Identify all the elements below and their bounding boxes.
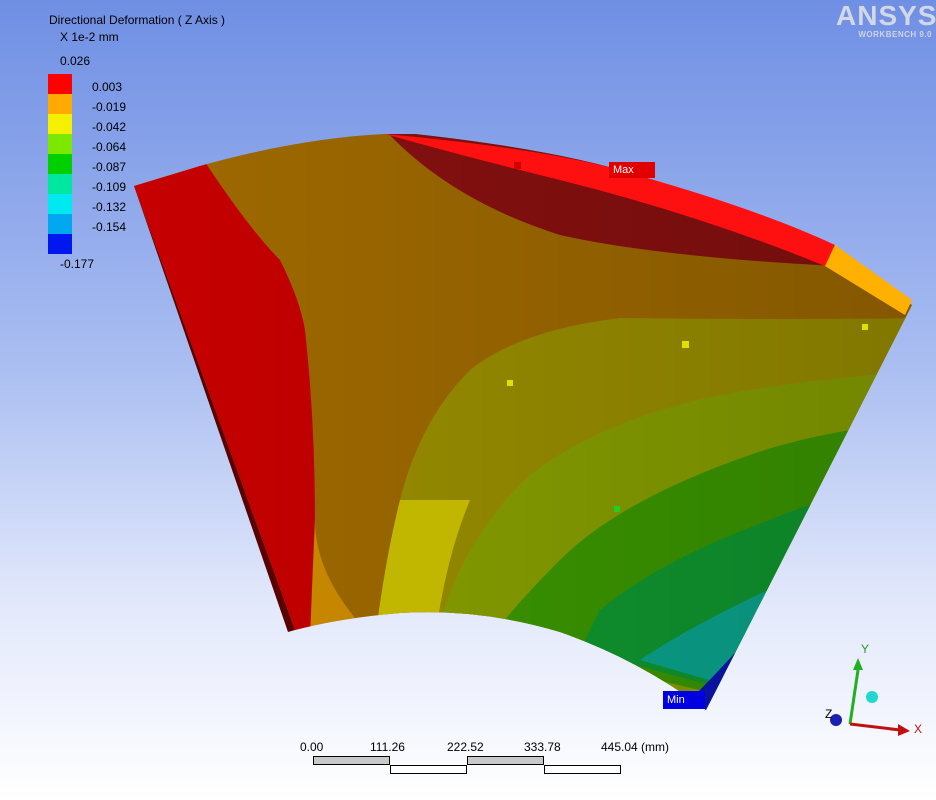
ansys-logo: ANSYS WORKBENCH 9.0 bbox=[836, 0, 936, 40]
legend-title: Directional Deformation ( Z Axis ) bbox=[49, 13, 226, 27]
scale-tick-0: 0.00 bbox=[300, 740, 324, 754]
z-axis-label: Z bbox=[825, 707, 833, 721]
y-axis-head bbox=[853, 658, 863, 670]
legend-swatch bbox=[48, 194, 72, 214]
legend-level-label: -0.132 bbox=[92, 200, 127, 214]
legend-swatch bbox=[48, 74, 72, 94]
legend-level-label: 0.003 bbox=[92, 80, 123, 94]
scale-tick-2: 222.52 bbox=[447, 740, 484, 754]
legend-level-label: -0.109 bbox=[92, 180, 127, 194]
scale-tick-1: 111.26 bbox=[370, 740, 405, 754]
deformation-contour bbox=[134, 134, 912, 710]
y-axis-arrow bbox=[848, 669, 860, 725]
legend-swatch bbox=[48, 154, 72, 174]
scale-segment bbox=[390, 765, 467, 774]
z-axis-origin bbox=[830, 714, 842, 726]
legend-swatch bbox=[48, 234, 72, 254]
scale-segment bbox=[467, 756, 544, 765]
contour-band-lightorange bbox=[310, 520, 375, 640]
surface-marker bbox=[682, 341, 689, 348]
x-axis-arrow bbox=[849, 722, 901, 732]
surface-marker bbox=[507, 380, 513, 386]
outer-rim-orange bbox=[825, 245, 912, 315]
legend-swatch bbox=[48, 94, 72, 114]
shading-overlay bbox=[134, 134, 912, 710]
logo-name: ANSYS bbox=[836, 0, 936, 31]
left-edge-shadow bbox=[134, 186, 295, 632]
max-probe-tag[interactable]: Max bbox=[609, 162, 655, 178]
logo-subtitle: WORKBENCH 9.0 bbox=[858, 30, 932, 39]
legend-level-label: -0.042 bbox=[92, 120, 127, 134]
legend-units: X 1e-2 mm bbox=[60, 30, 119, 44]
scale-tick-4: 445.04 (mm) bbox=[601, 740, 670, 754]
scale-segment bbox=[313, 756, 390, 765]
iso-ball bbox=[866, 691, 878, 703]
legend-swatch bbox=[48, 214, 72, 234]
legend-max-value: 0.026 bbox=[60, 54, 91, 68]
legend-swatch bbox=[48, 134, 72, 154]
coordinate-triad bbox=[830, 658, 910, 736]
x-axis-label: X bbox=[914, 722, 923, 736]
legend-min-value: -0.177 bbox=[60, 257, 95, 271]
legend-level-label: -0.087 bbox=[92, 160, 127, 174]
legend-level-label: -0.154 bbox=[92, 220, 127, 234]
legend-level-label: -0.064 bbox=[92, 140, 127, 154]
scale-segment bbox=[544, 765, 621, 774]
x-axis-head bbox=[898, 724, 910, 736]
surface-marker bbox=[514, 162, 521, 169]
legend-swatch bbox=[48, 174, 72, 194]
scale-tick-3: 333.78 bbox=[524, 740, 561, 754]
contour-band-yellow bbox=[375, 500, 470, 640]
surface-marker bbox=[614, 506, 620, 512]
legend-swatch bbox=[48, 114, 72, 134]
min-probe-tag[interactable]: Min bbox=[663, 691, 705, 709]
legend-level-label: -0.019 bbox=[92, 100, 127, 114]
y-axis-label: Y bbox=[861, 642, 870, 656]
surface-marker bbox=[862, 324, 868, 330]
